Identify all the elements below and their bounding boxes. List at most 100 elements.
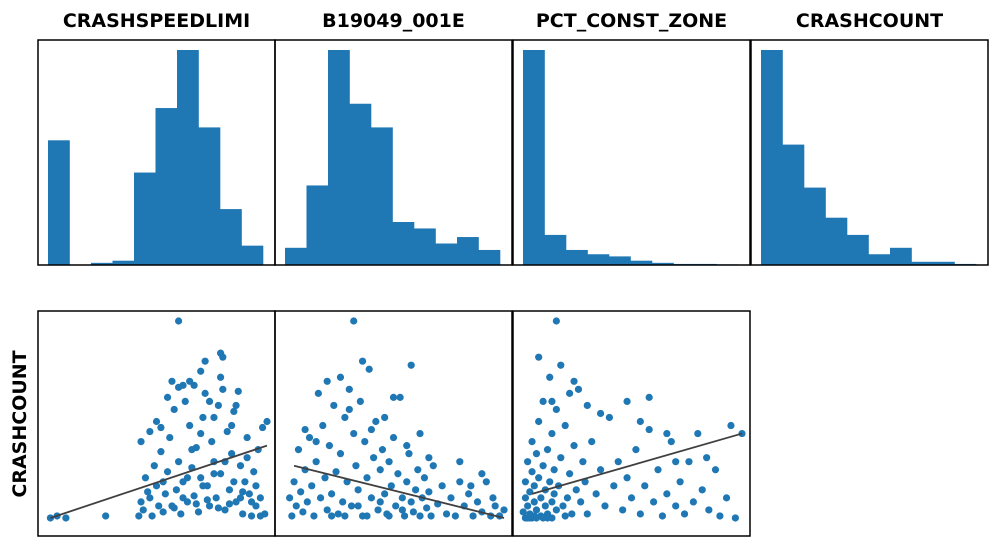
scatter-point xyxy=(221,506,229,514)
scatter-point xyxy=(225,486,234,494)
scatter-point xyxy=(623,397,631,405)
scatter-point xyxy=(528,468,536,476)
scatter-point xyxy=(137,438,145,446)
scatter-point xyxy=(539,462,547,470)
scatter-point xyxy=(550,466,558,474)
scatter-point xyxy=(387,482,395,490)
scatter-point xyxy=(456,478,464,486)
scatter-point xyxy=(354,502,362,510)
scatter-panel-frame xyxy=(512,310,751,537)
scatter-point xyxy=(230,407,238,416)
scatter-point xyxy=(524,502,532,510)
scatter-point xyxy=(341,413,349,422)
scatter-point xyxy=(667,438,675,446)
scatter-point xyxy=(314,389,322,397)
scatter-point xyxy=(376,466,384,474)
scatter-point xyxy=(532,514,541,522)
scatter-point xyxy=(623,474,631,482)
scatter-point xyxy=(361,438,369,446)
scatter-point xyxy=(239,488,247,496)
scatter-point xyxy=(234,387,242,395)
scatter-point xyxy=(323,506,331,514)
scatter-point xyxy=(230,478,238,486)
histogram-bar xyxy=(306,185,329,265)
scatter-point xyxy=(210,470,218,478)
scatter-point xyxy=(596,409,605,418)
scatter-point xyxy=(703,454,711,462)
column-title-3: CRASHCOUNT xyxy=(796,10,943,32)
scatter-point xyxy=(469,512,477,520)
scatter-point xyxy=(336,450,345,458)
scatter-point xyxy=(414,466,422,474)
scatter-point xyxy=(526,488,534,496)
histogram-bar xyxy=(868,254,891,265)
scatter-point xyxy=(256,494,264,502)
scatter-point xyxy=(636,510,644,518)
scatter-point xyxy=(363,474,371,482)
histogram-bar xyxy=(91,262,113,265)
scatter-point xyxy=(568,510,576,518)
scatter-point xyxy=(596,466,605,474)
scatter-point xyxy=(292,502,300,510)
scatter-point xyxy=(672,502,680,510)
column-title-0: CRASHSPEEDLIMI xyxy=(63,10,250,32)
scatter-point xyxy=(163,468,172,476)
histogram-bar xyxy=(630,260,653,265)
scatter-point xyxy=(297,488,305,496)
scatter-point xyxy=(183,474,192,482)
scatter-point xyxy=(188,446,196,454)
scatter-point xyxy=(376,498,384,506)
scatter-point xyxy=(214,401,222,410)
scatter-point xyxy=(694,429,702,438)
histogram-bar xyxy=(134,172,156,265)
scatter-point xyxy=(546,373,554,381)
histogram-bar xyxy=(566,249,588,265)
scatter-point xyxy=(438,482,446,490)
scatter-point xyxy=(228,421,236,430)
scatter-point xyxy=(535,353,543,361)
scatter-point xyxy=(345,385,353,393)
scatter-point xyxy=(663,490,671,498)
histogram-bar xyxy=(328,50,350,265)
scatter-point xyxy=(303,498,311,506)
scatter-point xyxy=(372,417,380,426)
scatter-point xyxy=(425,488,433,496)
scatter-point xyxy=(685,458,693,466)
scatter-point xyxy=(731,514,739,522)
scatter-point xyxy=(157,423,165,432)
scatter-point xyxy=(716,512,724,520)
histogram-bar xyxy=(911,261,934,265)
scatter-point xyxy=(407,361,415,369)
histogram-panel-frame xyxy=(750,39,989,266)
scatter-point xyxy=(727,421,735,430)
histogram-panel-frame xyxy=(274,39,513,266)
scatter-point xyxy=(378,446,387,454)
histogram-bar xyxy=(177,50,199,265)
scatter-point xyxy=(676,478,684,486)
scatter-point xyxy=(197,429,205,438)
scatter-point xyxy=(532,506,541,514)
scatter-point xyxy=(137,498,145,506)
scatter-point xyxy=(197,367,205,375)
scatter-point xyxy=(201,357,209,365)
scatter-point xyxy=(168,377,176,385)
scatter-point xyxy=(135,512,143,520)
scatter-point xyxy=(610,482,618,490)
scatter-point xyxy=(241,478,249,486)
histogram-bar xyxy=(392,222,415,265)
scatter-point xyxy=(645,393,653,401)
histogram-bar xyxy=(761,50,783,265)
scatter-point xyxy=(310,512,318,520)
scatter-point xyxy=(374,506,382,514)
scatter-point xyxy=(385,458,393,466)
scatter-point xyxy=(163,393,172,401)
scatter-point xyxy=(350,429,358,438)
scatter-point xyxy=(358,357,367,365)
scatter-point xyxy=(672,458,680,466)
scatter-point xyxy=(548,429,556,438)
scatter-point xyxy=(325,442,334,450)
scatter-point xyxy=(427,512,435,520)
scatter-point xyxy=(650,498,658,506)
scatter-point xyxy=(308,482,316,490)
